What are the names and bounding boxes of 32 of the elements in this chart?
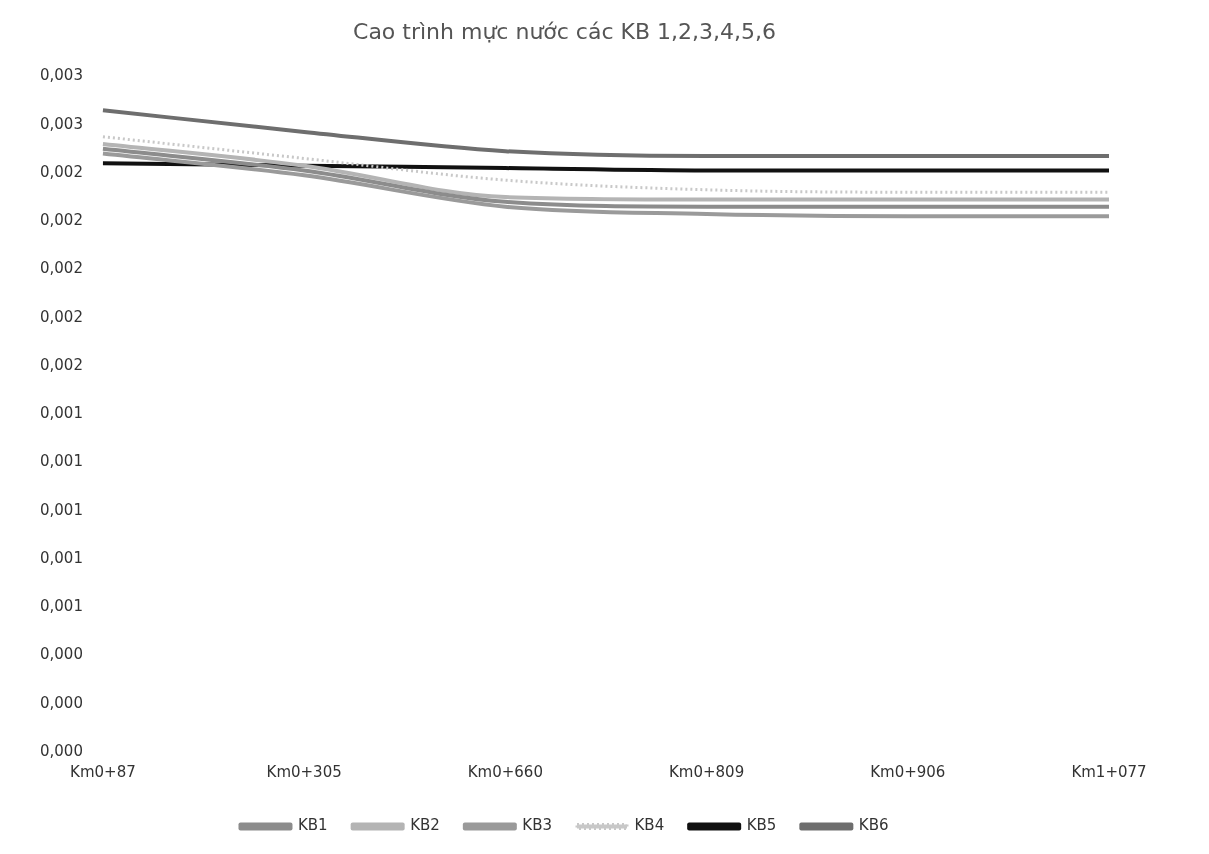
x-tick-label: Km1+077 (1071, 762, 1147, 781)
line-series (100, 141, 1111, 202)
x-tick-label: Km0+809 (668, 762, 745, 781)
x-tick-label: Km0+906 (870, 762, 946, 781)
legend-label: KB3 (522, 816, 552, 835)
y-tick-label: 0,001 (39, 597, 83, 616)
line-series (100, 146, 1111, 209)
y-tick-label: 0,001 (39, 452, 83, 471)
y-tick-label: 0,003 (39, 114, 83, 133)
x-tick-label: Km0+660 (467, 762, 543, 781)
x-tick-label: Km0+305 (266, 762, 342, 781)
y-tick-label: 0,001 (39, 404, 83, 423)
y-tick-label: 0,001 (39, 500, 83, 519)
y-tick-label: 0,002 (39, 355, 83, 374)
y-tick-label: 0,002 (39, 307, 83, 326)
legend-label: KB1 (297, 816, 328, 835)
legend-label: KB6 (858, 816, 889, 835)
y-tick-label: 0,001 (39, 548, 83, 567)
legend-label: KB4 (634, 816, 665, 835)
line-series (100, 108, 1111, 159)
y-tick-label: 0,000 (39, 741, 83, 760)
legend-label: KB2 (410, 816, 440, 835)
y-tick-label: 0,002 (39, 259, 83, 278)
line-series (100, 151, 1111, 219)
y-tick-label: 0,002 (39, 211, 83, 230)
y-tick-label: 0,002 (39, 162, 83, 181)
legend-label: KB5 (746, 816, 777, 835)
x-tick-label: Km0+87 (70, 762, 136, 781)
chart-title: Cao trình mực nước các KB 1,2,3,4,5,6 (353, 18, 776, 44)
y-tick-label: 0,000 (39, 693, 83, 712)
y-tick-label: 0,003 (39, 66, 83, 85)
y-tick-label: 0,000 (39, 645, 83, 664)
